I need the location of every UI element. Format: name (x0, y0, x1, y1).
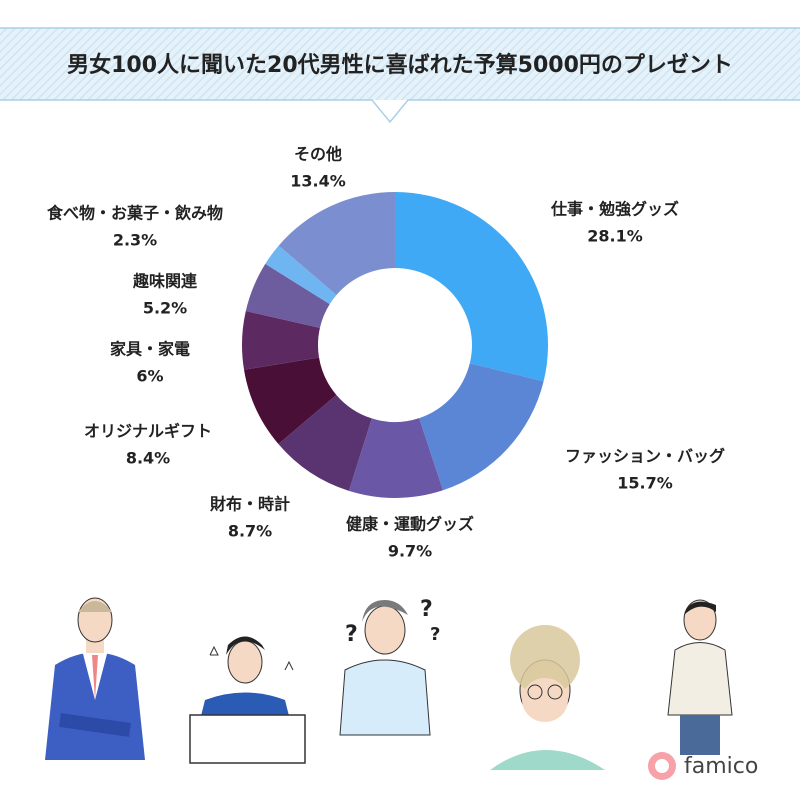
question-mark: ? (420, 597, 433, 622)
value-label: 28.1% (587, 227, 643, 246)
question-mark: ? (345, 622, 358, 647)
value-label: 2.3% (113, 231, 157, 250)
illustration-glasses-man (490, 625, 605, 770)
logo-text: famico (684, 754, 758, 779)
chart-title: 男女100人に聞いた20代男性に喜ばれた予算5000円のプレゼント (67, 52, 733, 78)
title-banner (0, 27, 800, 124)
value-label: 9.7% (388, 542, 432, 561)
category-label: ファッション・バッグ (565, 447, 725, 466)
value-label: 13.4% (290, 172, 346, 191)
category-label: オリジナルギフト (84, 422, 212, 441)
illustration-board-man (189, 636, 306, 764)
donut-segment (245, 263, 330, 328)
donut-segment (241, 311, 320, 370)
question-mark: ? (430, 624, 440, 645)
labels: 仕事・勉強グッズ 28.1% ファッション・バッグ 15.7% 健康・運動グッズ 9.7%… (46, 145, 725, 561)
value-label: 15.7% (617, 474, 673, 493)
donut-segment (244, 357, 337, 445)
donut-segment (419, 363, 544, 491)
illustration-suit-man (45, 597, 145, 760)
donut-segment (395, 192, 548, 382)
category-label: 財布・時計 (210, 495, 290, 514)
illustration-thinking-man: ? ? ? (339, 597, 440, 736)
donut (241, 192, 548, 499)
logo: famico (648, 752, 758, 780)
donut-segment (348, 418, 443, 499)
category-label: 健康・運動グッズ (346, 515, 474, 534)
category-label: 家具・家電 (110, 340, 190, 359)
category-label: 仕事・勉強グッズ (550, 200, 679, 219)
value-label: 8.4% (126, 449, 170, 468)
value-label: 6% (136, 367, 163, 386)
value-label: 5.2% (143, 299, 187, 318)
illustration-sweater-man (667, 599, 733, 755)
category-label: 食べ物・お菓子・飲み物 (46, 204, 223, 223)
category-label: その他 (294, 145, 342, 164)
donut-segment (265, 245, 337, 305)
donut-segment (278, 192, 395, 295)
donut-segment (278, 394, 372, 491)
category-label: 趣味関連 (132, 272, 198, 291)
value-label: 8.7% (228, 522, 272, 541)
